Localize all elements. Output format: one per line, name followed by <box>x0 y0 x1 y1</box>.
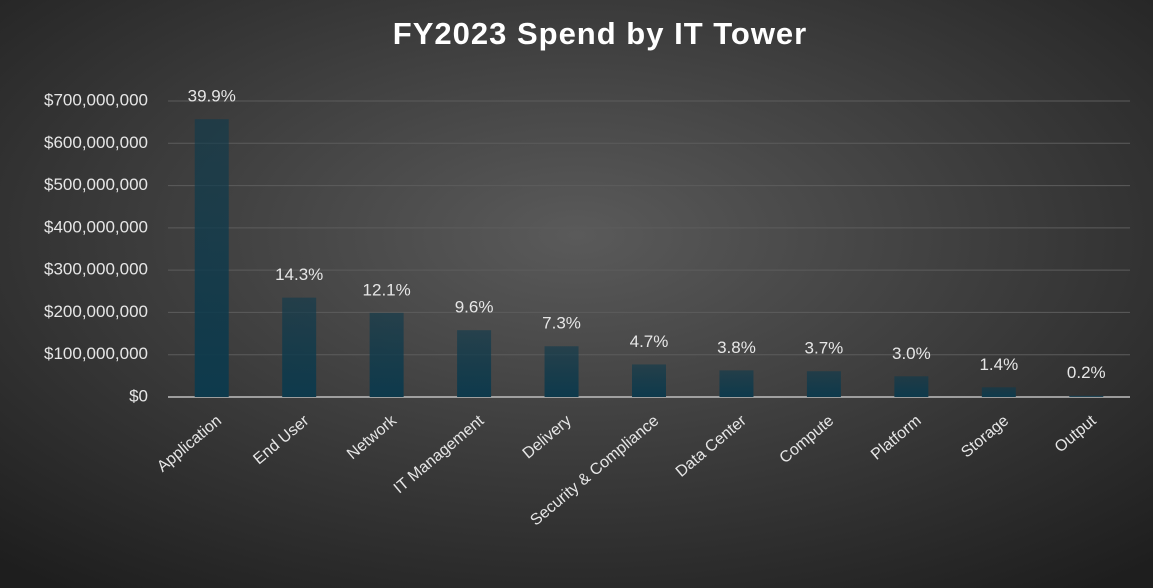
bar <box>719 370 754 397</box>
data-label: 3.8% <box>717 338 756 357</box>
data-label: 3.0% <box>892 344 931 363</box>
y-tick-label: $100,000,000 <box>44 344 148 363</box>
bar <box>282 297 317 397</box>
bar <box>457 330 492 397</box>
data-label: 9.6% <box>455 298 494 317</box>
data-label: 7.3% <box>542 314 581 333</box>
data-label: 3.7% <box>805 339 844 358</box>
bar <box>369 312 404 397</box>
bar <box>544 346 579 397</box>
bar <box>194 119 229 397</box>
y-tick-label: $300,000,000 <box>44 260 148 279</box>
data-label: 4.7% <box>630 332 669 351</box>
data-label: 0.2% <box>1067 363 1106 382</box>
data-label: 1.4% <box>979 355 1018 374</box>
bar <box>894 376 929 397</box>
data-label: 39.9% <box>188 87 236 106</box>
bar <box>981 387 1016 397</box>
data-label: 14.3% <box>275 265 323 284</box>
bar <box>632 364 666 397</box>
chart-title: FY2023 Spend by IT Tower <box>393 16 807 51</box>
bar <box>806 371 841 397</box>
data-label: 12.1% <box>363 280 411 299</box>
y-tick-label: $0 <box>129 386 148 405</box>
bar <box>1069 395 1104 397</box>
y-tick-label: $500,000,000 <box>44 175 148 194</box>
y-tick-label: $400,000,000 <box>44 217 148 236</box>
y-tick-label: $700,000,000 <box>44 90 148 109</box>
y-tick-label: $600,000,000 <box>44 133 148 152</box>
y-tick-label: $200,000,000 <box>44 302 148 321</box>
